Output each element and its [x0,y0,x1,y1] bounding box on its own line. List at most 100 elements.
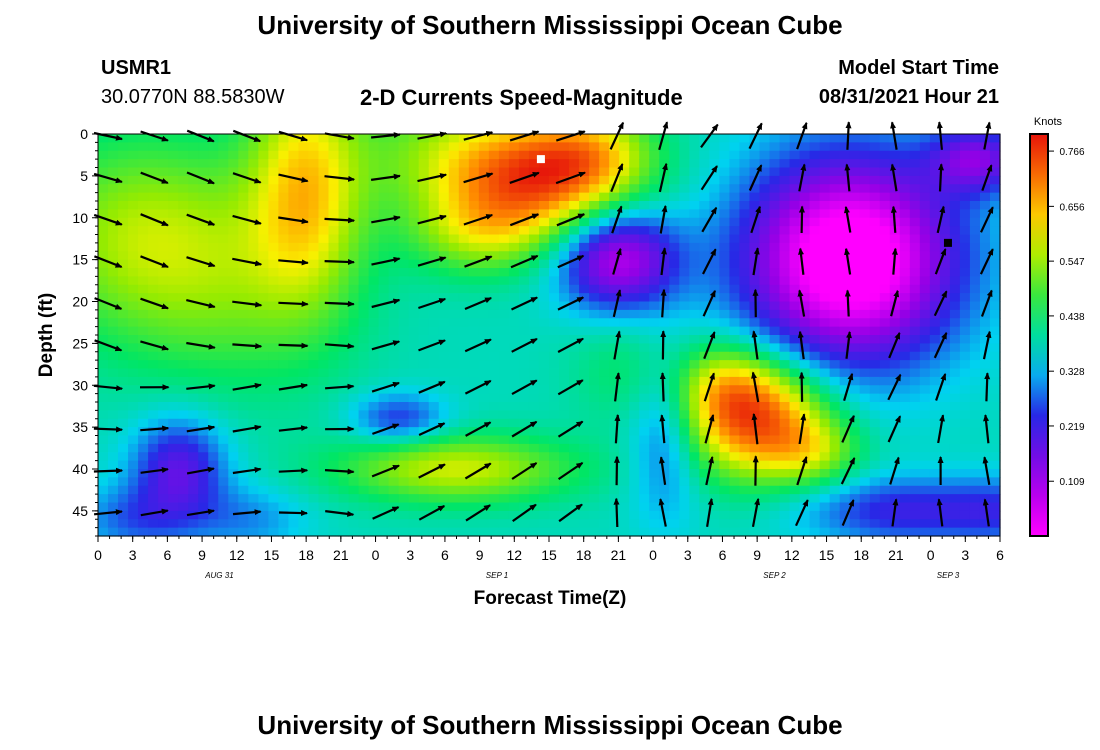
current-vector-arrow [94,339,123,352]
heatmap-cell [228,368,239,378]
heatmap-cell [559,309,570,319]
heatmap-cell [208,351,219,361]
heatmap-cell [849,360,861,370]
heatmap-cell [699,326,710,336]
heatmap-cell [549,519,560,529]
heatmap-cell [569,477,580,487]
heatmap-cell [749,234,761,244]
heatmap-cell [418,393,430,403]
heatmap-cell [589,242,600,252]
heatmap-cell [228,276,239,286]
heatmap-cell [298,226,310,236]
current-vector-arrow [890,163,898,192]
current-vector-arrow [418,339,446,352]
heatmap-cell [478,410,490,420]
heatmap-cell [338,284,350,294]
heatmap-cell [729,485,741,495]
heatmap-cell [799,150,811,160]
heatmap-cell [248,234,259,244]
heatmap-cell [909,452,921,462]
heatmap-cell [889,318,901,328]
heatmap-cell [919,293,931,303]
heatmap-cell [118,150,129,160]
heatmap-cell [148,435,159,445]
heatmap-cell [799,217,811,227]
heatmap-cell [538,410,550,420]
heatmap-cell [108,192,119,202]
heatmap-cell [538,527,550,537]
heatmap-cell [619,184,630,194]
heatmap-cell [819,159,831,169]
heatmap-cell [528,527,540,537]
heatmap-cell [709,393,720,403]
heatmap-cell [579,335,590,344]
heatmap-cell [679,134,690,143]
heatmap-cell [549,293,560,303]
heatmap-cell [739,527,751,537]
heatmap-cell [528,435,540,445]
heatmap-cell [108,376,119,386]
heatmap-cell [138,385,149,395]
heatmap-cell [338,393,350,403]
y-axis-label: Depth (ft) [36,293,57,377]
heatmap-cell [138,209,149,219]
heatmap-cell [949,343,961,353]
heatmap-cell [408,360,420,370]
heatmap-cell [679,318,690,328]
heatmap-cell [108,150,119,160]
heatmap-cell [719,360,730,370]
heatmap-cell [659,460,670,470]
heatmap-cell [318,351,330,361]
heatmap-cell [699,201,710,210]
heatmap-cell [739,443,751,453]
heatmap-cell [769,234,781,244]
heatmap-cell [839,209,851,219]
heatmap-cell [579,385,590,395]
heatmap-cell [639,527,650,537]
heatmap-cell [949,335,961,344]
heatmap-cell [649,234,660,244]
heatmap-cell [168,159,179,169]
heatmap-cell [488,301,500,311]
heatmap-cell [949,150,961,160]
heatmap-cell [518,435,530,445]
heatmap-cell [949,418,961,428]
current-vector-arrow [933,331,948,359]
heatmap-cell [388,242,400,252]
heatmap-cell [198,192,209,202]
heatmap-cell [438,477,450,487]
heatmap-cell [338,435,350,445]
heatmap-cell [448,134,460,143]
heatmap-cell [709,427,720,437]
heatmap-cell [198,326,209,336]
heatmap-cell [468,402,480,411]
heatmap-cell [699,234,710,244]
heatmap-cell [799,209,811,219]
heatmap-cell [959,142,971,152]
heatmap-cell [538,167,550,177]
heatmap-cell [128,167,139,177]
heatmap-cell [318,510,330,520]
heatmap-cell [669,234,680,244]
heatmap-cell [178,251,189,261]
heatmap-cell [528,201,540,210]
heatmap-cell [288,443,300,453]
heatmap-cell [348,410,360,420]
heatmap-cell [649,527,660,537]
heatmap-cell [248,192,259,202]
heatmap-cell [869,393,881,403]
current-vector-arrow [658,498,667,527]
heatmap-cell [318,184,330,194]
heatmap-cell [569,469,580,478]
heatmap-cell [719,226,730,236]
heatmap-cell [408,351,420,361]
heatmap-cell [909,443,921,453]
heatmap-cell [809,142,821,152]
heatmap-cell [528,134,540,143]
heatmap-cell [619,251,630,261]
heatmap-cell [569,435,580,445]
heatmap-cell [538,209,550,219]
heatmap-cell [809,251,821,261]
current-vector-arrow [278,510,308,517]
heatmap-cell [869,351,881,361]
